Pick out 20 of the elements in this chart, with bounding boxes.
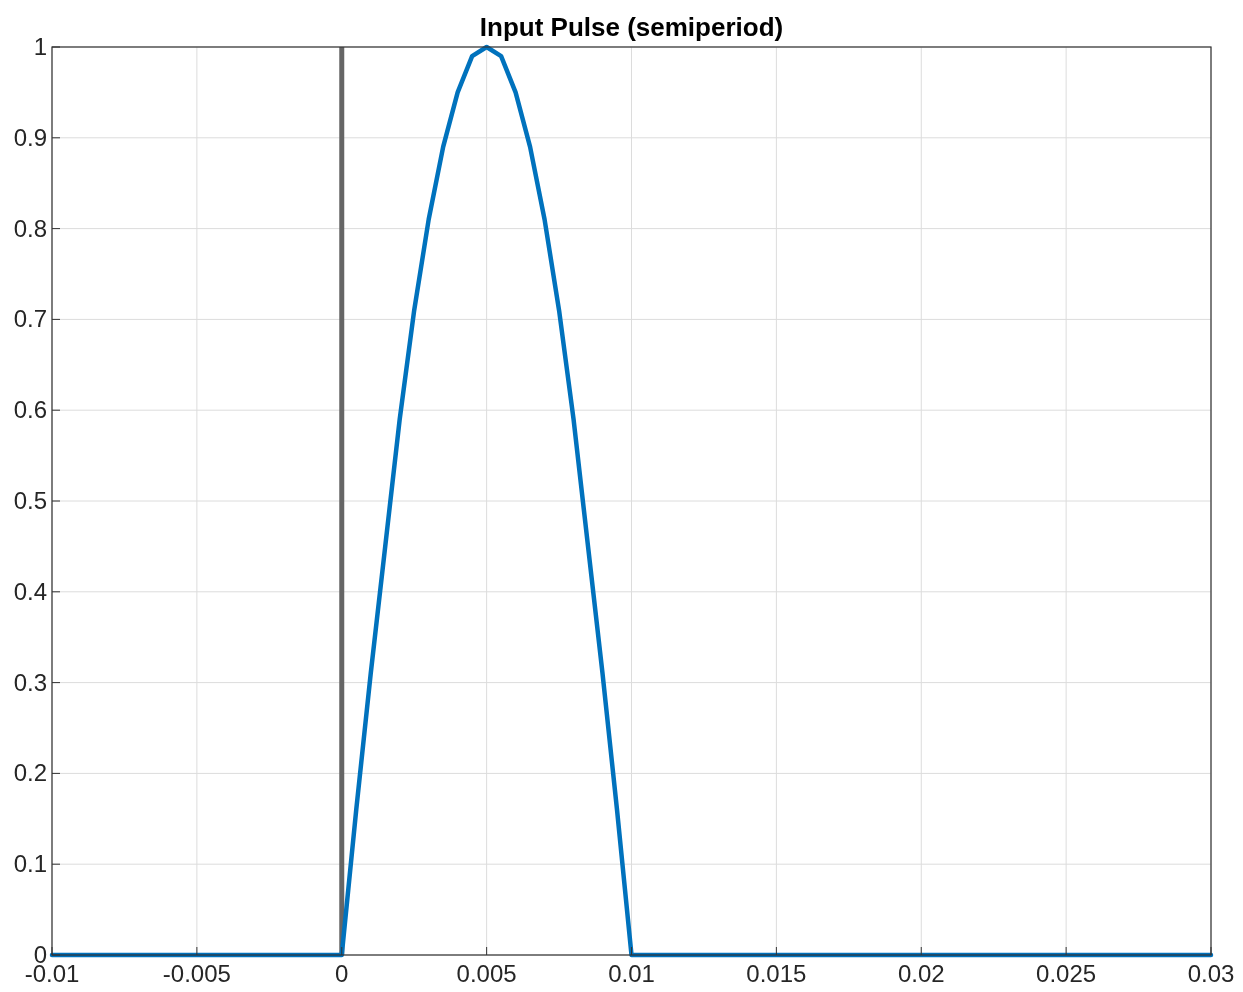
chart-title: Input Pulse (semiperiod)	[479, 12, 784, 42]
y-tick-label: 0.6	[13, 396, 47, 424]
x-tick-label: -0.005	[162, 960, 231, 987]
x-tick-label: 0	[335, 960, 349, 987]
x-tick-label: 0.015	[746, 960, 807, 987]
y-tick-label: 0.9	[13, 123, 47, 151]
x-tick-label: 0.01	[608, 960, 655, 987]
y-tick-label: 0.7	[13, 305, 47, 333]
y-tick-label: 0.3	[13, 668, 47, 696]
y-tick-label: 0.1	[13, 850, 47, 878]
y-tick-label: 0.5	[13, 487, 47, 514]
x-tick-label: 0.03	[1187, 960, 1235, 987]
y-tick-label: 0.2	[13, 759, 47, 787]
x-tick-label: 0.02	[897, 960, 945, 987]
x-tick-label: 0.005	[456, 960, 517, 987]
x-tick-label: 0.025	[1036, 960, 1097, 987]
line-series	[49, 44, 1214, 958]
y-tick-label: 0.8	[13, 214, 47, 242]
y-tick-label: 1	[33, 33, 47, 60]
y-tick-label: 0.4	[13, 577, 47, 605]
